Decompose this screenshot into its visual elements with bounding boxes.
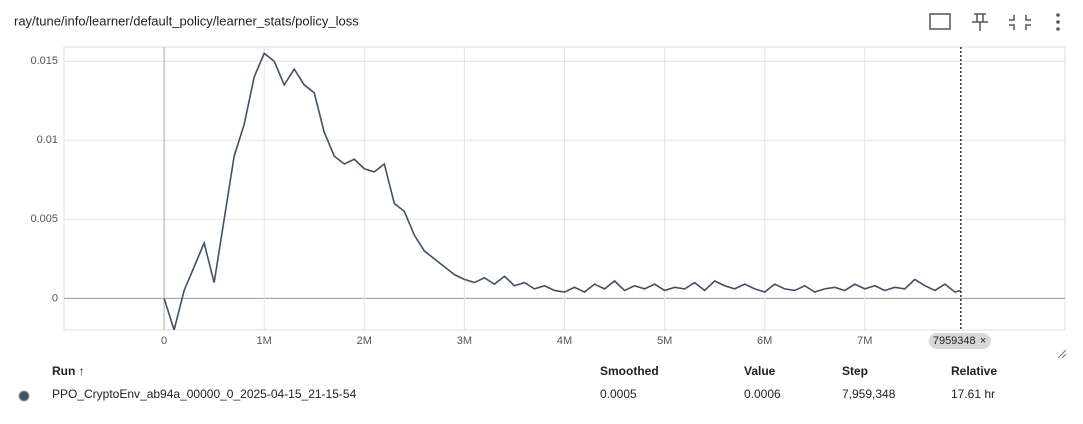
table-cell: 7,959,348: [842, 387, 896, 401]
x-tick-label: 2M: [357, 335, 372, 347]
x-tick-label: 0: [161, 335, 167, 347]
more-icon[interactable]: [1056, 13, 1060, 31]
fullscreen-icon[interactable]: [1009, 15, 1031, 30]
y-tick-label: 0.015: [30, 55, 58, 67]
resize-handle[interactable]: [1057, 349, 1067, 359]
pin-icon[interactable]: [972, 13, 988, 31]
table-cell: 17.61 hr: [951, 387, 995, 401]
run-color-dot: [18, 390, 30, 402]
column-header[interactable]: Smoothed: [600, 364, 659, 378]
x-tick-label: 6M: [757, 335, 772, 347]
fit-icon[interactable]: [929, 13, 951, 30]
x-tick-label: 4M: [557, 335, 572, 347]
card-title: ray/tune/info/learner/default_policy/lea…: [14, 13, 359, 28]
x-tick-label: 7M: [857, 335, 872, 347]
x-tick-label: 1M: [257, 335, 272, 347]
toolbar[interactable]: [929, 13, 1031, 31]
x-tick-label: 3M: [457, 335, 472, 347]
series-line: [163, 52, 962, 330]
y-tick-label: 0.01: [37, 134, 58, 146]
y-tick-label: 0: [52, 292, 58, 304]
column-header[interactable]: Step: [842, 364, 868, 378]
cursor-label: 7959348: [933, 335, 976, 347]
x-tick-label: 5M: [657, 335, 672, 347]
table-cell: PPO_CryptoEnv_ab94a_00000_0_2025-04-15_2…: [52, 387, 357, 401]
table-cell: 0.0006: [744, 387, 781, 401]
cursor-chip[interactable]: [928, 333, 991, 349]
table-cell: 0.0005: [600, 387, 637, 401]
cursor-close[interactable]: ×: [980, 335, 986, 347]
y-tick-label: 0.005: [30, 213, 58, 225]
column-header[interactable]: Value: [744, 364, 776, 378]
column-header[interactable]: Relative: [951, 364, 997, 378]
column-header[interactable]: Run ↑: [52, 364, 85, 378]
